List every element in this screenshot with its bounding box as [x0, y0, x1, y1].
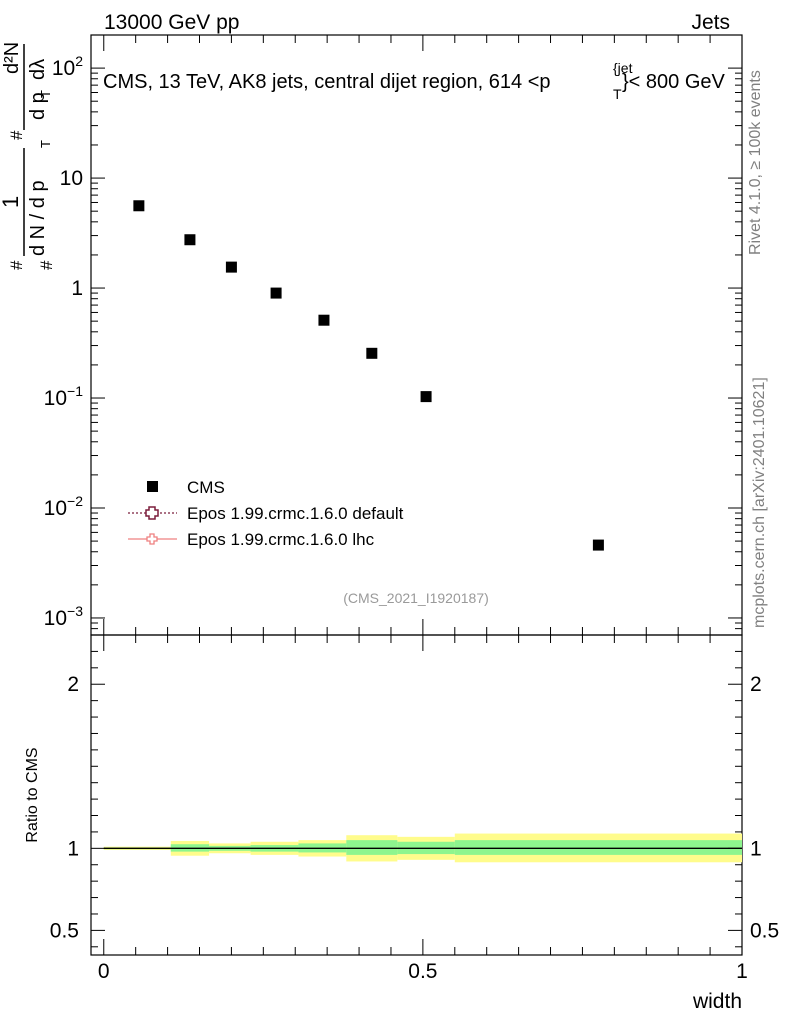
ylabel-hash-1b: #	[37, 260, 56, 270]
main-y-tick-exponent: −1	[67, 383, 83, 399]
ylabel-hash-1: #	[7, 260, 26, 270]
header-left: 13000 GeV pp	[104, 11, 239, 34]
ratio-y-tick-label-left: 2	[67, 673, 79, 696]
ylabel-frac2-den-tail: dλ	[27, 59, 49, 80]
main-y-tick-mantissa: 10	[52, 57, 75, 80]
plot-title: CMS, 13 TeV, AK8 jets, central dijet reg…	[103, 71, 551, 93]
main-y-tick-exponent: −3	[67, 603, 83, 619]
ylabel-frac2-sub: T	[38, 90, 53, 98]
main-y-tick-label: 10	[60, 167, 83, 190]
main-y-tick-label: 10−1	[44, 383, 84, 410]
ylabel-frac1-den: d N / d p	[27, 180, 49, 256]
title-part-tail: }< 800 GeV	[622, 71, 726, 93]
x-tick-label: 0.5	[408, 960, 437, 983]
analysis-watermark: (CMS_2021_I1920187)	[343, 590, 489, 606]
ratio-y-tick-label-right: 1	[750, 837, 762, 860]
header-right: Jets	[691, 11, 730, 34]
rivet-label: Rivet 4.1.0, ≥ 100k events	[747, 70, 764, 255]
cms-data-point	[366, 347, 378, 359]
legend-marker-epos-lhc	[146, 533, 158, 545]
mcplots-label: mcplots.cern.ch [arXiv:2401.10621]	[751, 377, 768, 628]
ratio-bands	[103, 833, 742, 863]
cms-data-point	[318, 314, 330, 326]
main-y-tick-label: 1	[71, 277, 83, 300]
cms-data-point	[225, 261, 237, 273]
main-y-tick-mantissa: 1	[71, 277, 83, 300]
cms-data-point	[270, 287, 282, 299]
ratio-y-axis-label: Ratio to CMS	[24, 747, 41, 842]
main-x-axis-ticks	[103, 35, 743, 635]
main-y-tick-label: 10−3	[44, 603, 84, 630]
ratio-y-axis: 2 2 1 1 0.5 0.5	[50, 650, 779, 948]
ratio-panel-frame	[90, 634, 743, 956]
main-y-tick-mantissa: 10	[44, 387, 67, 410]
cms-data-series	[133, 200, 604, 551]
legend-marker-epos-default	[145, 506, 159, 520]
main-y-axis-label: # # 1 d N / d p T # d²N d p T dλ	[0, 42, 56, 270]
main-y-tick-exponent: −2	[67, 493, 83, 509]
ratio-y-tick-label-right: 2	[750, 673, 762, 696]
legend: CMS Epos 1.99.crmc.1.6.0 default Epos 1.…	[128, 478, 404, 549]
legend-label-epos-lhc: Epos 1.99.crmc.1.6.0 lhc	[187, 530, 375, 549]
x-tick-label: 0	[98, 960, 110, 983]
ylabel-hash-2: #	[7, 130, 26, 140]
ratio-y-tick-label-right: 0.5	[750, 919, 779, 942]
legend-marker-cms	[147, 481, 158, 492]
ylabel-frac2-num: d²N	[1, 42, 23, 74]
ratio-y-tick-label-left: 0.5	[50, 919, 79, 942]
legend-label-cms: CMS	[187, 478, 225, 497]
cms-data-point	[592, 539, 604, 551]
legend-label-epos-default: Epos 1.99.crmc.1.6.0 default	[187, 504, 404, 523]
ylabel-frac1-sub: T	[38, 140, 53, 148]
ylabel-frac2-den: d p	[27, 92, 49, 120]
ratio-x-axis: 0 0.5 1	[98, 635, 748, 983]
ratio-band-inner	[454, 840, 742, 855]
ratio-band-inner	[346, 840, 398, 855]
main-y-tick-label: 102	[52, 53, 83, 80]
main-y-tick-exponent: 2	[75, 53, 83, 69]
cms-data-point	[420, 391, 432, 403]
ratio-y-tick-label-left: 1	[67, 837, 79, 860]
cms-data-point	[133, 200, 145, 212]
main-y-tick-mantissa: 10	[44, 497, 67, 520]
cms-data-point	[184, 234, 196, 246]
title-subscript: T	[613, 86, 622, 102]
main-y-tick-label: 10−2	[44, 493, 84, 520]
ylabel-frac1-num: 1	[0, 196, 23, 208]
title-superscript: {jet	[613, 60, 633, 76]
main-y-tick-mantissa: 10	[60, 167, 83, 190]
x-tick-label: 1	[736, 960, 748, 983]
main-y-tick-mantissa: 10	[44, 607, 67, 630]
title-part-main: CMS, 13 TeV, AK8 jets, central dijet reg…	[103, 71, 551, 93]
x-axis-label: width	[692, 990, 742, 1013]
